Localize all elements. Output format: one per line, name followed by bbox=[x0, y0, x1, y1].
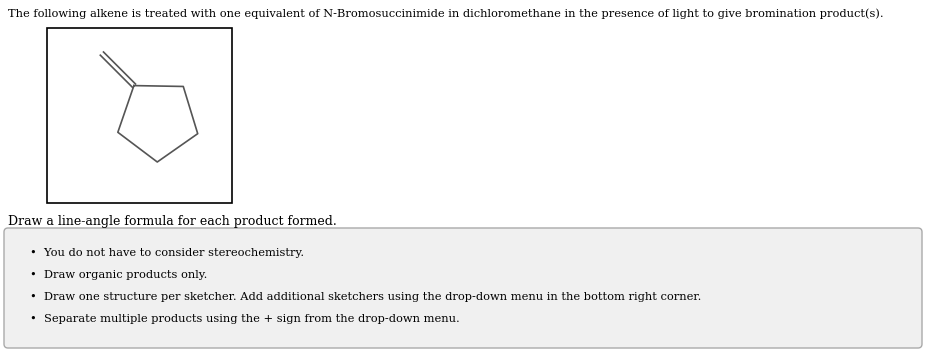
Text: •  Draw one structure per sketcher. Add additional sketchers using the drop-down: • Draw one structure per sketcher. Add a… bbox=[30, 292, 701, 302]
Text: The following alkene is treated with one equivalent of N-Bromosuccinimide in dic: The following alkene is treated with one… bbox=[8, 8, 884, 19]
Bar bbox=[47, 28, 232, 203]
Text: •  You do not have to consider stereochemistry.: • You do not have to consider stereochem… bbox=[30, 248, 304, 258]
Text: •  Draw organic products only.: • Draw organic products only. bbox=[30, 270, 207, 280]
Text: Draw a line-angle formula for each product formed.: Draw a line-angle formula for each produ… bbox=[8, 215, 337, 228]
Text: •  Separate multiple products using the + sign from the drop-down menu.: • Separate multiple products using the +… bbox=[30, 314, 460, 324]
FancyBboxPatch shape bbox=[4, 228, 922, 348]
